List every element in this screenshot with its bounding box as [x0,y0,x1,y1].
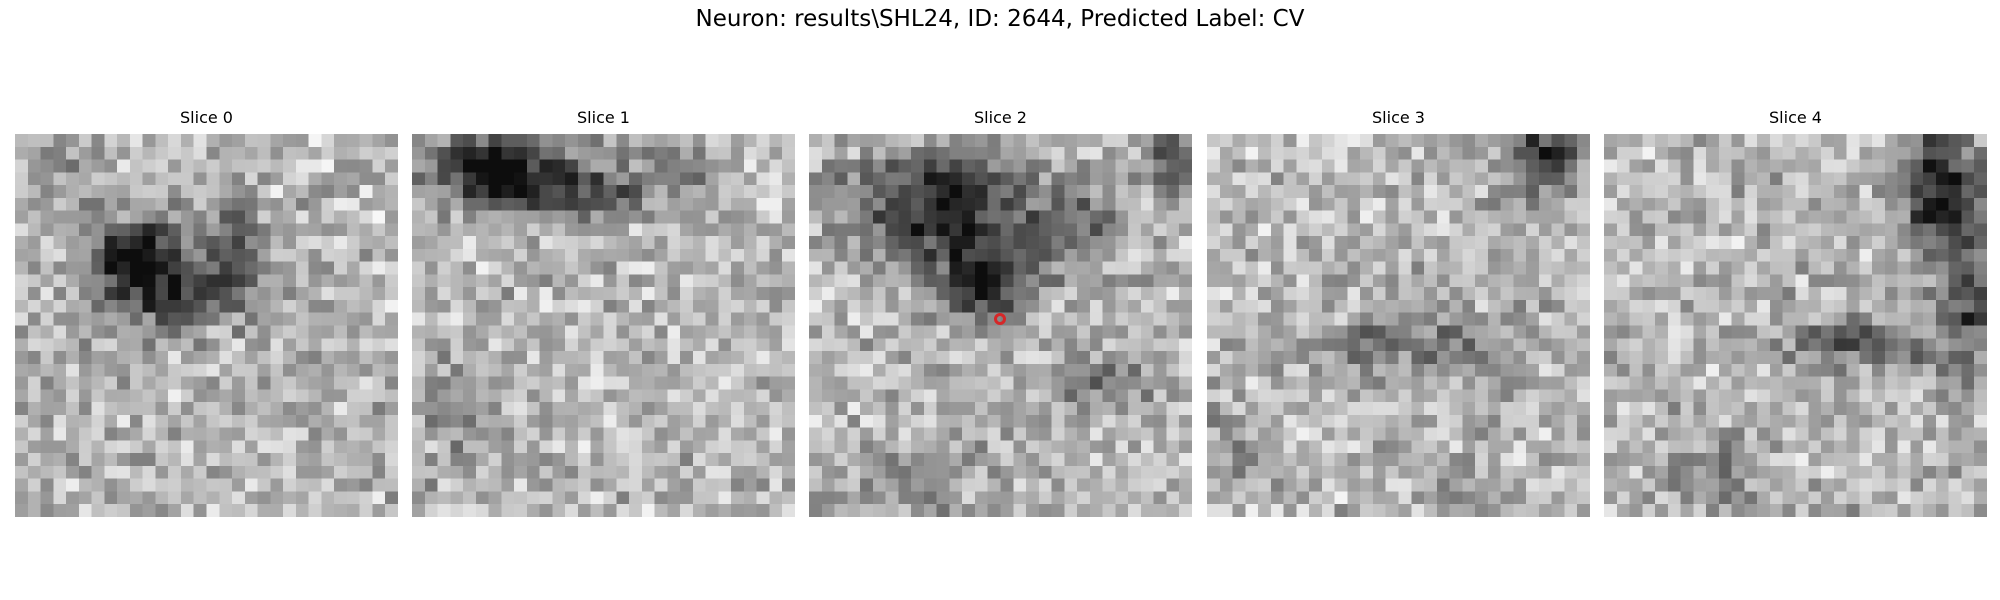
slice-title-2: Slice 2 [974,108,1027,127]
slice-image-3 [1207,134,1590,517]
slice-image-1 [412,134,795,517]
slice-image-4 [1604,134,1987,517]
slice-image-0 [15,134,398,517]
slice-panel-0: Slice 0 [15,108,398,518]
slice-title-0: Slice 0 [180,108,233,127]
slice-image-2 [809,134,1192,517]
slice-panel-3: Slice 3 [1207,108,1590,518]
slice-panel-2: Slice 2 [809,108,1192,518]
slice-panel-1: Slice 1 [412,108,795,518]
slice-panel-4: Slice 4 [1604,108,1987,518]
slice-title-1: Slice 1 [577,108,630,127]
figure-title: Neuron: results\SHL24, ID: 2644, Predict… [695,6,1305,32]
slice-title-3: Slice 3 [1372,108,1425,127]
slice-title-4: Slice 4 [1769,108,1822,127]
